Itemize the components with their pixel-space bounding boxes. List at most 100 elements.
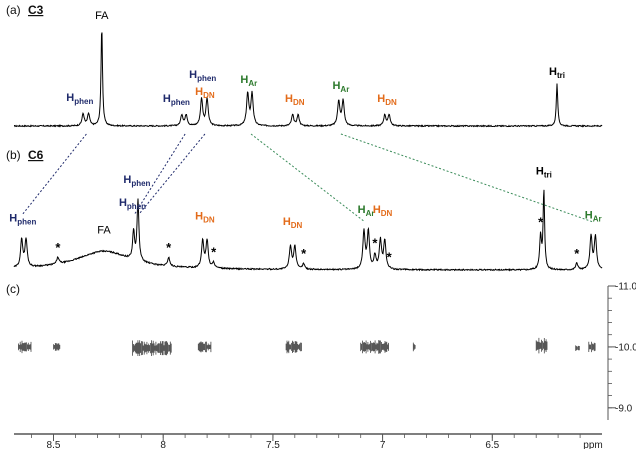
panel-b-prefix: (b): [6, 148, 21, 162]
peak-label-main-b-2: H: [119, 197, 127, 209]
dosy-band-contour-0: [18, 340, 32, 354]
peak-label-b-9: HAr: [585, 209, 602, 223]
peak-label-sub-a-5: Ar: [248, 79, 257, 88]
peak-label-sub-a-4: DN: [203, 91, 215, 100]
peak-label-a-5: HAr: [240, 74, 257, 88]
panel-a-spectrum-line: [13, 32, 603, 128]
dosy-band-4: [285, 340, 302, 354]
panel-a-prefix: (a): [6, 3, 21, 17]
x-tick-label-4: 6.5: [485, 440, 499, 449]
panel-c-y-axis: -11.0 -10.0 -9.0: [607, 282, 636, 420]
panel-b-impurity-markers: * * * * * * * *: [55, 215, 580, 265]
peak-label-b-2: Hphen: [119, 197, 146, 211]
impurity-asterisk-2: *: [211, 245, 217, 260]
peak-label-a-0: Hphen: [66, 92, 93, 106]
panel-c-dosy-bands: [18, 337, 596, 356]
dosy-band-contour-8: [575, 345, 580, 351]
peak-label-main-a-4: H: [195, 86, 203, 98]
panel-b-spectrum-line: [13, 189, 603, 272]
peak-label-sub-b-1: phen: [131, 179, 150, 188]
peak-label-main-b-5: H: [283, 216, 291, 228]
peak-label-sub-a-6: DN: [293, 98, 305, 107]
peak-label-sub-b-6: Ar: [366, 209, 375, 218]
peak-label-a-4: HDN: [195, 86, 215, 100]
correlation-line-0: [22, 133, 87, 215]
correlation-line-1: [134, 133, 186, 215]
peak-label-b-3: FA: [97, 225, 111, 237]
dosy-band-5: [360, 340, 389, 354]
dosy-band-contour-2: [132, 340, 172, 356]
dosy-band-contour-3: [197, 341, 212, 353]
peak-label-b-6: HAr: [358, 204, 375, 218]
peak-label-main-a-1: FA: [95, 10, 109, 22]
peak-label-a-8: HDN: [377, 93, 397, 107]
dosy-band-7: [535, 337, 548, 354]
peak-label-main-a-2: H: [163, 93, 171, 105]
x-axis: 8.5 8 7.5 7 6.5 ppm: [14, 433, 603, 449]
peak-label-sub-b-4: DN: [203, 215, 215, 224]
dosy-band-6: [412, 342, 416, 352]
x-tick-label-3: 7: [380, 440, 386, 449]
peak-label-main-a-6: H: [285, 93, 293, 105]
peak-label-b-1: Hphen: [123, 174, 150, 188]
panel-c: (c) -11.0 -10.0 -9.0: [6, 282, 636, 420]
dosy-band-9: [588, 341, 596, 353]
peak-label-a-9: Htri: [549, 66, 565, 80]
peak-label-sub-b-9: Ar: [593, 214, 602, 223]
dosy-band-contour-4: [285, 340, 302, 354]
peak-label-main-b-7: H: [373, 204, 381, 216]
peak-label-main-b-4: H: [195, 210, 203, 222]
impurity-asterisk-4: *: [372, 236, 378, 251]
peak-label-main-a-7: H: [332, 80, 340, 92]
panel-a-label: (a) C3: [6, 3, 44, 17]
peak-label-main-b-0: H: [9, 213, 17, 225]
dosy-band-8: [575, 345, 580, 351]
dosy-band-3: [197, 341, 212, 353]
correlation-line-4: [340, 133, 594, 223]
peak-label-b-5: HDN: [283, 216, 303, 230]
peak-label-b-8: Htri: [536, 165, 552, 179]
dosy-band-contour-7: [535, 337, 548, 354]
panel-c-label: (c): [6, 282, 20, 296]
x-tick-label-1: 8: [160, 440, 166, 449]
impurity-asterisk-1: *: [166, 240, 172, 255]
peak-label-b-4: HDN: [195, 210, 215, 224]
panel-a: (a) C3 HphenFAHphenHphenHDNHArHDNHArHDNH…: [6, 3, 603, 128]
peak-label-a-6: HDN: [285, 93, 305, 107]
peak-label-a-1: FA: [95, 10, 109, 22]
dosy-band-contour-6: [412, 342, 416, 352]
x-tick-label-0: 8.5: [47, 440, 61, 449]
correlation-line-2: [138, 133, 206, 215]
impurity-asterisk-0: *: [55, 240, 61, 255]
peak-label-sub-b-2: phen: [127, 202, 146, 211]
peak-label-a-7: HAr: [332, 80, 349, 94]
peak-label-main-b-8: H: [536, 165, 544, 177]
peak-label-a-3: Hphen: [189, 69, 216, 83]
dosy-band-1: [53, 343, 61, 351]
peak-label-main-a-0: H: [66, 92, 74, 104]
dosy-band-contour-1: [53, 343, 61, 351]
impurity-asterisk-6: *: [538, 215, 544, 230]
dosy-band-2: [132, 340, 172, 356]
impurity-asterisk-7: *: [574, 246, 580, 261]
panel-b-compound: C6: [28, 148, 44, 162]
correlation-line-3: [250, 133, 366, 223]
dosy-band-contour-9: [588, 341, 596, 353]
y-tick-label-1: -10.0: [615, 342, 636, 353]
peak-label-main-b-9: H: [585, 209, 593, 221]
x-tick-label-2: 7.5: [266, 440, 280, 449]
peak-label-main-a-9: H: [549, 66, 557, 78]
peak-label-main-b-1: H: [123, 174, 131, 186]
peak-label-b-7: HDN: [373, 204, 393, 218]
panel-a-compound: C3: [28, 3, 44, 17]
panel-b-label: (b) C6: [6, 148, 44, 162]
y-tick-label-2: -9.0: [615, 403, 633, 414]
peak-label-main-a-3: H: [189, 69, 197, 81]
peak-label-b-0: Hphen: [9, 213, 36, 227]
peak-label-sub-a-2: phen: [171, 98, 190, 107]
peak-label-main-a-8: H: [377, 93, 385, 105]
